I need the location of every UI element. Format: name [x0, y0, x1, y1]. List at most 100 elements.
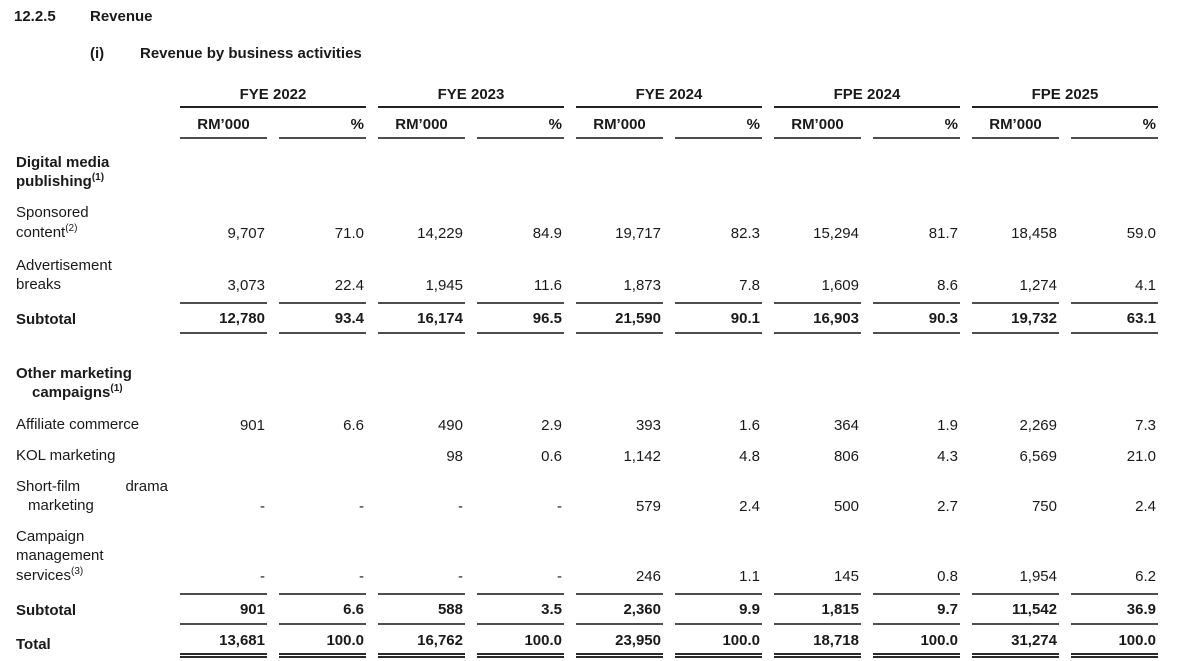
value-cell: - — [458, 567, 463, 585]
value-cell: 1,815 — [774, 592, 861, 625]
value-cell: 1.1 — [739, 567, 760, 585]
value-cell: 90.3 — [873, 302, 960, 335]
value-cell: 0.8 — [937, 567, 958, 585]
footnote-marker: (2) — [65, 222, 78, 234]
value-cell: 96.5 — [477, 302, 564, 335]
row-label: Digital media publishing(1) — [16, 154, 110, 191]
value-cell: 21,590 — [576, 302, 663, 335]
table-row-total: Total 13,681 100.0 16,762 100.0 23,950 1… — [16, 625, 1158, 658]
value-cell: 2,269 — [1019, 416, 1057, 434]
value-cell: 2.7 — [937, 498, 958, 516]
value-cell: 21.0 — [1126, 447, 1156, 465]
value-cell: - — [557, 498, 562, 516]
value-cell: 100.0 — [675, 625, 762, 658]
value-cell: 12,780 — [180, 302, 267, 335]
column-header-rm: RM’000 — [378, 108, 465, 139]
value-cell: 84.9 — [532, 224, 562, 242]
table-row-kol-marketing: KOL marketing 98 0.6 1,142 4.8 806 4.3 6… — [16, 436, 1158, 467]
value-cell: 4.3 — [937, 447, 958, 465]
value-cell: 1,274 — [1019, 277, 1057, 295]
table-row-other-marketing-campaigns: Other marketing campaigns(1) — [16, 364, 1158, 402]
column-header-pct: % — [675, 108, 762, 139]
column-header-pct: % — [279, 108, 366, 139]
value-cell: 100.0 — [873, 625, 960, 658]
value-cell: 16,174 — [378, 302, 465, 335]
value-cell — [279, 436, 366, 467]
value-cell: 0.6 — [541, 447, 562, 465]
value-cell: 15,294 — [813, 224, 859, 242]
footnote-marker: (1) — [110, 383, 123, 395]
value-cell: 393 — [635, 416, 661, 434]
value-cell: 14,229 — [417, 224, 463, 242]
value-cell: 7.3 — [1135, 416, 1156, 434]
value-cell: 6,569 — [1019, 447, 1057, 465]
value-cell: 22.4 — [334, 277, 364, 295]
section-number: 12.2.5 — [14, 8, 56, 25]
section-heading: 12.2.5 Revenue — [14, 8, 1190, 25]
value-cell: 9,707 — [227, 224, 265, 242]
value-cell: 19,717 — [615, 224, 661, 242]
value-cell: 901 — [180, 592, 267, 625]
value-cell: 82.3 — [730, 224, 760, 242]
value-cell: - — [260, 567, 265, 585]
table-row-sponsored-content: Sponsored content(2) 9,707 71.0 14,229 8… — [16, 191, 1158, 243]
value-cell: 16,903 — [774, 302, 861, 335]
value-cell: 579 — [635, 498, 661, 516]
value-cell: - — [557, 567, 562, 585]
value-cell: 100.0 — [477, 625, 564, 658]
value-cell: 18,458 — [1011, 224, 1057, 242]
value-cell: 1,954 — [1019, 567, 1057, 585]
column-header-pct: % — [477, 108, 564, 139]
year-group-header-row: FYE 2022 FYE 2023 FYE 2024 FPE 2024 FPE … — [16, 86, 1158, 108]
year-group-fye2023: FYE 2023 — [378, 86, 564, 108]
value-cell: - — [458, 498, 463, 516]
table-row-subtotal-other: Subtotal 901 6.6 588 3.5 2,360 9.9 1,815… — [16, 592, 1158, 625]
value-cell: 23,950 — [576, 625, 663, 658]
value-cell: 11,542 — [972, 592, 1059, 625]
value-cell: 19,732 — [972, 302, 1059, 335]
table-row-advertisement-breaks: Advertisement breaks 3,073 22.4 1,945 11… — [16, 244, 1158, 302]
table-row-short-film-drama-marketing: Short-film drama marketing - - - - 579 2… — [16, 467, 1158, 517]
row-label: Sponsored content(2) — [16, 204, 89, 241]
column-header-rm: RM’000 — [774, 108, 861, 139]
value-cell: 9.9 — [675, 592, 762, 625]
column-header-rm: RM’000 — [972, 108, 1059, 139]
value-cell: 59.0 — [1126, 224, 1156, 242]
value-cell: - — [260, 498, 265, 516]
value-cell: 500 — [833, 498, 859, 516]
column-header-pct: % — [1071, 108, 1158, 139]
revenue-table: FYE 2022 FYE 2023 FYE 2024 FPE 2024 FPE … — [4, 86, 1170, 658]
footnote-marker: (3) — [71, 565, 84, 577]
value-cell: 6.6 — [279, 592, 366, 625]
value-cell: 1,142 — [623, 447, 661, 465]
value-cell: 1.9 — [937, 416, 958, 434]
table-row-campaign-management-services: Campaign management services(3) - - - - … — [16, 517, 1158, 593]
column-header-row: RM’000 % RM’000 % RM’000 % RM’000 % RM’0… — [16, 108, 1158, 139]
value-cell: 98 — [446, 447, 463, 465]
value-cell: 11.6 — [533, 277, 562, 295]
value-cell: 145 — [833, 567, 859, 585]
year-group-fpe2025: FPE 2025 — [972, 86, 1158, 108]
value-cell: 81.7 — [928, 224, 958, 242]
section-title: Revenue — [90, 8, 153, 25]
value-cell: 63.1 — [1071, 302, 1158, 335]
value-cell: 2.4 — [1135, 498, 1156, 516]
value-cell: 2,360 — [576, 592, 663, 625]
value-cell: - — [359, 498, 364, 516]
row-label: Subtotal — [16, 601, 76, 619]
value-cell: 588 — [378, 592, 465, 625]
year-group-fye2022: FYE 2022 — [180, 86, 366, 108]
row-label: Other marketing campaigns(1) — [16, 365, 132, 402]
value-cell: 2.9 — [541, 416, 562, 434]
table-row-affiliate-commerce: Affiliate commerce 901 6.6 490 2.9 393 1… — [16, 403, 1158, 436]
value-cell: 3,073 — [227, 277, 265, 295]
column-header-rm: RM’000 — [576, 108, 663, 139]
value-cell: 1,609 — [821, 277, 859, 295]
value-cell: 100.0 — [279, 625, 366, 658]
value-cell: 901 — [239, 416, 265, 434]
value-cell: 18,718 — [774, 625, 861, 658]
value-cell: 246 — [635, 567, 661, 585]
subsection-marker: (i) — [90, 45, 105, 62]
value-cell: 2.4 — [739, 498, 760, 516]
value-cell: 490 — [437, 416, 463, 434]
